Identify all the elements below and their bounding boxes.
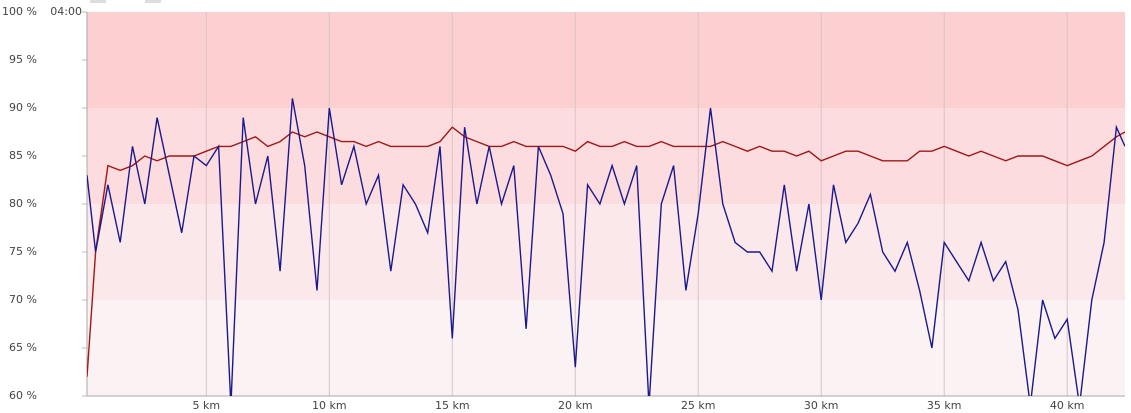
band: [87, 12, 1125, 108]
x-tick-label: 10 km: [312, 399, 347, 412]
x-tick-label: 25 km: [681, 399, 716, 412]
series-line: [87, 126, 1125, 377]
corner-label: 04:00: [50, 5, 82, 18]
x-tick-label: 20 km: [558, 399, 593, 412]
x-tick-label: 35 km: [927, 399, 962, 412]
y-tick-label: 70 %: [9, 293, 37, 306]
band: [87, 204, 1125, 300]
y-tick-label: 90 %: [9, 101, 37, 114]
y-tick-label: 95 %: [9, 53, 37, 66]
legend-stub: [90, 0, 106, 3]
y-tick-label: 75 %: [9, 245, 37, 258]
y-tick-label: 80 %: [9, 197, 37, 210]
y-tick-label: 100 %: [2, 5, 37, 18]
x-tick-label: 5 km: [192, 399, 220, 412]
x-tick-label: 30 km: [804, 399, 839, 412]
x-tick-label: 15 km: [435, 399, 470, 412]
x-tick-label: 40 km: [1050, 399, 1085, 412]
y-tick-label: 60 %: [9, 389, 37, 402]
series-line: [87, 98, 1125, 396]
y-tick-label: 65 %: [9, 341, 37, 354]
legend-stub: [145, 0, 161, 3]
y-tick-label: 85 %: [9, 149, 37, 162]
band: [87, 300, 1125, 396]
